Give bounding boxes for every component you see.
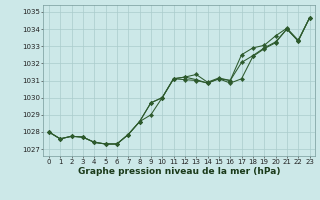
X-axis label: Graphe pression niveau de la mer (hPa): Graphe pression niveau de la mer (hPa)	[78, 167, 280, 176]
